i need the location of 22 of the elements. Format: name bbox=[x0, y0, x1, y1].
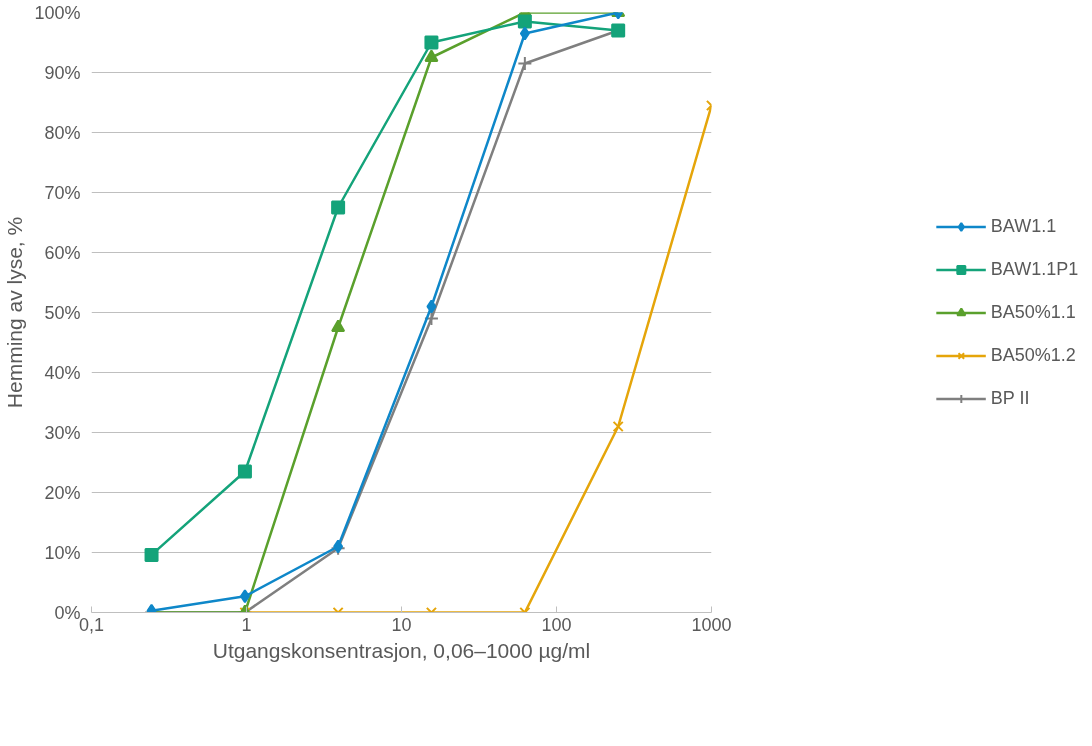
y-tick-label: 60% bbox=[44, 242, 81, 263]
y-tick-label: 30% bbox=[44, 422, 81, 443]
y-tick-label: 70% bbox=[44, 182, 81, 203]
legend-label: BAW1.1 bbox=[990, 215, 1057, 237]
legend-label: BA50%1.2 bbox=[990, 344, 1076, 366]
x-tick-label: 100 bbox=[541, 614, 572, 635]
x-tick-label: 1000 bbox=[691, 614, 732, 635]
y-tick-label: 50% bbox=[44, 302, 81, 323]
x-axis-title: Utgangskonsentrasjon, 0,06–1000 µg/ml bbox=[212, 638, 591, 662]
y-tick-label: 10% bbox=[44, 542, 81, 563]
legend-label: BAW1.1P1 bbox=[990, 258, 1079, 280]
legend-label: BA50%1.1 bbox=[990, 301, 1076, 323]
y-tick-label: 80% bbox=[44, 122, 81, 143]
x-tick-label: 10 bbox=[391, 614, 412, 635]
legend-label: BP II bbox=[990, 387, 1030, 409]
x-tick-label: 1 bbox=[241, 614, 252, 635]
y-tick-label: 90% bbox=[44, 62, 81, 83]
y-axis-title: Hemming av lyse, % bbox=[3, 216, 27, 409]
y-tick-label: 0% bbox=[54, 602, 81, 623]
y-tick-label: 100% bbox=[34, 2, 81, 23]
y-tick-label: 20% bbox=[44, 482, 81, 503]
y-tick-label: 40% bbox=[44, 362, 81, 383]
